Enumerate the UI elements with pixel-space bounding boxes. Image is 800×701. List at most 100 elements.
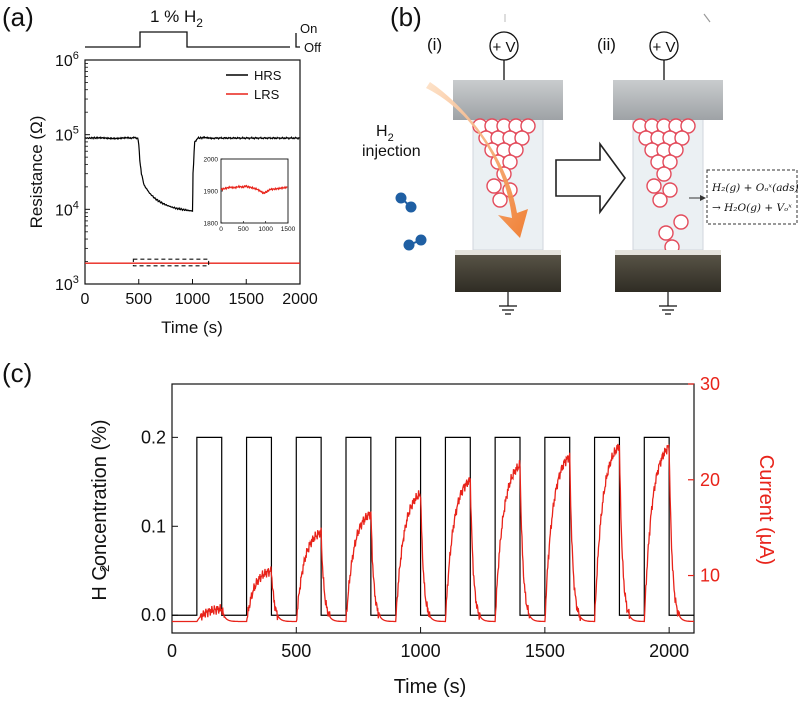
inset-y-tick-label: 1800 <box>204 221 219 228</box>
series-line-hrs <box>84 135 301 213</box>
dashed-highlight-box <box>132 258 210 267</box>
oxygen-vacancy <box>492 192 508 208</box>
off-label: Off <box>304 40 321 55</box>
oxygen-vacancy <box>646 178 662 194</box>
y-tick-label-a: 103 <box>55 274 79 294</box>
x-tick-label-a: 1500 <box>228 291 264 308</box>
x-tick-label-c: 500 <box>281 641 311 661</box>
x-tick-label-a: 0 <box>81 291 90 308</box>
x-tick-label-a: 500 <box>125 291 152 308</box>
oxygen-vacancy <box>680 118 696 134</box>
y-ticks-right-c: 10 20 30 <box>688 374 720 586</box>
voltage-label-ii: + V <box>653 39 676 56</box>
y-axis-label-right-c: Current (μA) <box>755 455 777 565</box>
legend-label-hrs: HRS <box>254 68 282 83</box>
series-line-h2-concentration <box>172 436 694 616</box>
reaction-box <box>706 169 798 225</box>
x-axis-label-a: Time (s) <box>161 318 223 337</box>
y-tick-label-a: 104 <box>55 199 79 219</box>
y-tick-label-left-c: 0.0 <box>141 605 166 625</box>
inset-y-ticks: 1800 1900 2000 <box>204 157 223 228</box>
inset-x-tick-label: 1000 <box>258 226 273 233</box>
reaction-line-2: → H₂O(g) + Vₒˣ <box>712 202 792 214</box>
voltage-label-i: + V <box>493 39 516 56</box>
panel-b-label: (b) <box>390 2 422 32</box>
inset-y-tick-label: 2000 <box>204 157 219 164</box>
oxygen-vacancy <box>662 154 678 170</box>
x-tick-label-c: 1000 <box>401 641 441 661</box>
oxygen-vacancy <box>652 192 668 208</box>
panel-a-label: (a) <box>2 2 34 32</box>
y-axis-label-a: Resistance (Ω) <box>27 116 46 229</box>
oxygen-vacancy <box>662 182 678 198</box>
x-axis-label-c: Time (s) <box>394 676 467 698</box>
inset-x-tick-label: 500 <box>238 226 249 233</box>
inset-x-ticks: 0 500 1000 1500 <box>219 221 296 233</box>
y-tick-label-a: 105 <box>55 125 79 145</box>
inset-a: 1800 1900 2000 0 500 1000 1500 <box>204 157 296 234</box>
x-tick-label-c: 0 <box>167 641 177 661</box>
plot-frame-c <box>171 383 695 634</box>
injection-label-2: injection <box>362 143 421 160</box>
inset-y-tick-label: 1900 <box>204 189 219 196</box>
h2-molecule-1 <box>395 192 417 213</box>
vacancy-cluster-i <box>472 118 536 208</box>
x-tick-label-a: 2000 <box>282 291 318 308</box>
inset-x-tick-label: 0 <box>219 226 223 233</box>
vacancy-cluster-ii <box>632 118 696 255</box>
reaction-line-1: H₂(g) + Oₒˣ(ads) <box>711 182 799 194</box>
device-i: + V <box>453 31 563 315</box>
y-tick-label-right-c: 30 <box>700 374 720 394</box>
oxygen-vacancy <box>486 178 502 194</box>
oxygen-vacancy <box>673 214 689 230</box>
x-tick-label-c: 1500 <box>525 641 565 661</box>
oxygen-vacancy <box>668 142 684 158</box>
bottom-electrode-top-ii <box>615 250 721 255</box>
y-tick-label-right-c: 20 <box>700 470 720 490</box>
pulse-trace-a <box>85 31 300 48</box>
oxygen-vacancy <box>656 166 672 182</box>
y-ticks-left-c: 0.0 0.1 0.2 <box>141 427 178 625</box>
y-axis-label-left-sub: 2 <box>97 565 112 572</box>
series-line-current <box>172 443 694 623</box>
inset-frame <box>220 158 289 224</box>
injection-arrow <box>426 82 528 238</box>
pulse-label: 1 % H2 <box>150 7 203 30</box>
x-ticks-a: 0 500 1000 1500 2000 <box>81 279 318 308</box>
bottom-electrode-top-i <box>455 250 561 255</box>
panel-c: (c) 0 500 1000 1500 2000 0.0 0.1 0.2 10 20 30 Ti… <box>2 358 777 698</box>
y-tick-label-right-c: 10 <box>700 566 720 586</box>
corner-mark-ii <box>703 13 711 23</box>
state-i-label: (i) <box>427 35 442 54</box>
oxygen-vacancy <box>658 225 674 241</box>
y-axis-label-left-c: H Concentration (%) <box>89 419 111 600</box>
legend-label-lrs: LRS <box>254 87 280 102</box>
oxygen-vacancy <box>508 142 524 158</box>
ground-icon-i <box>499 305 517 315</box>
panel-b: (b) (i) (ii) + V H2 injection <box>362 2 799 315</box>
x-ticks-c: 0 500 1000 1500 2000 <box>167 627 689 661</box>
oxygen-vacancy <box>674 130 690 146</box>
on-label: On <box>300 21 317 36</box>
transition-arrow <box>555 141 626 215</box>
y-tick-label-a: 106 <box>55 50 79 70</box>
legend-a: HRS LRS <box>226 68 282 102</box>
top-electrode-i <box>453 80 563 120</box>
inset-x-tick-label: 1500 <box>281 226 296 233</box>
x-tick-label-a: 1000 <box>175 291 211 308</box>
oxygen-vacancy <box>514 130 530 146</box>
inset-series-line <box>220 184 288 195</box>
panel-c-label: (c) <box>2 358 32 388</box>
oxygen-vacancy <box>502 154 518 170</box>
y-tick-label-left-c: 0.2 <box>141 427 166 447</box>
ground-icon-ii <box>659 305 677 315</box>
x-tick-label-c: 2000 <box>649 641 689 661</box>
top-electrode-ii <box>613 80 723 120</box>
injection-label: H2 <box>376 123 394 144</box>
y-tick-label-left-c: 0.1 <box>141 516 166 536</box>
bottom-electrode-ii <box>615 250 721 292</box>
h2-molecule-2 <box>403 234 427 251</box>
bottom-electrode-i <box>455 250 561 292</box>
